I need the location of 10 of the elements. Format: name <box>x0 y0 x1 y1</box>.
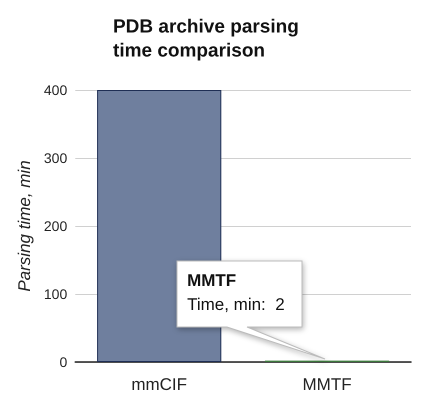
y-axis-title: Parsing time, min <box>15 160 34 292</box>
y-tick-label: 100 <box>44 286 68 302</box>
y-tick-label: 400 <box>44 82 68 98</box>
y-tick-label: 200 <box>44 218 68 234</box>
y-tick-label: 0 <box>59 354 68 370</box>
x-tick-label: mmCIF <box>131 375 188 394</box>
annotation: MMTF Time, min: 2 <box>187 270 285 316</box>
chart-title: PDB archive parsing time comparison <box>113 16 299 62</box>
y-tick-label: 300 <box>44 150 68 166</box>
x-tick-label: MMTF <box>302 375 352 394</box>
